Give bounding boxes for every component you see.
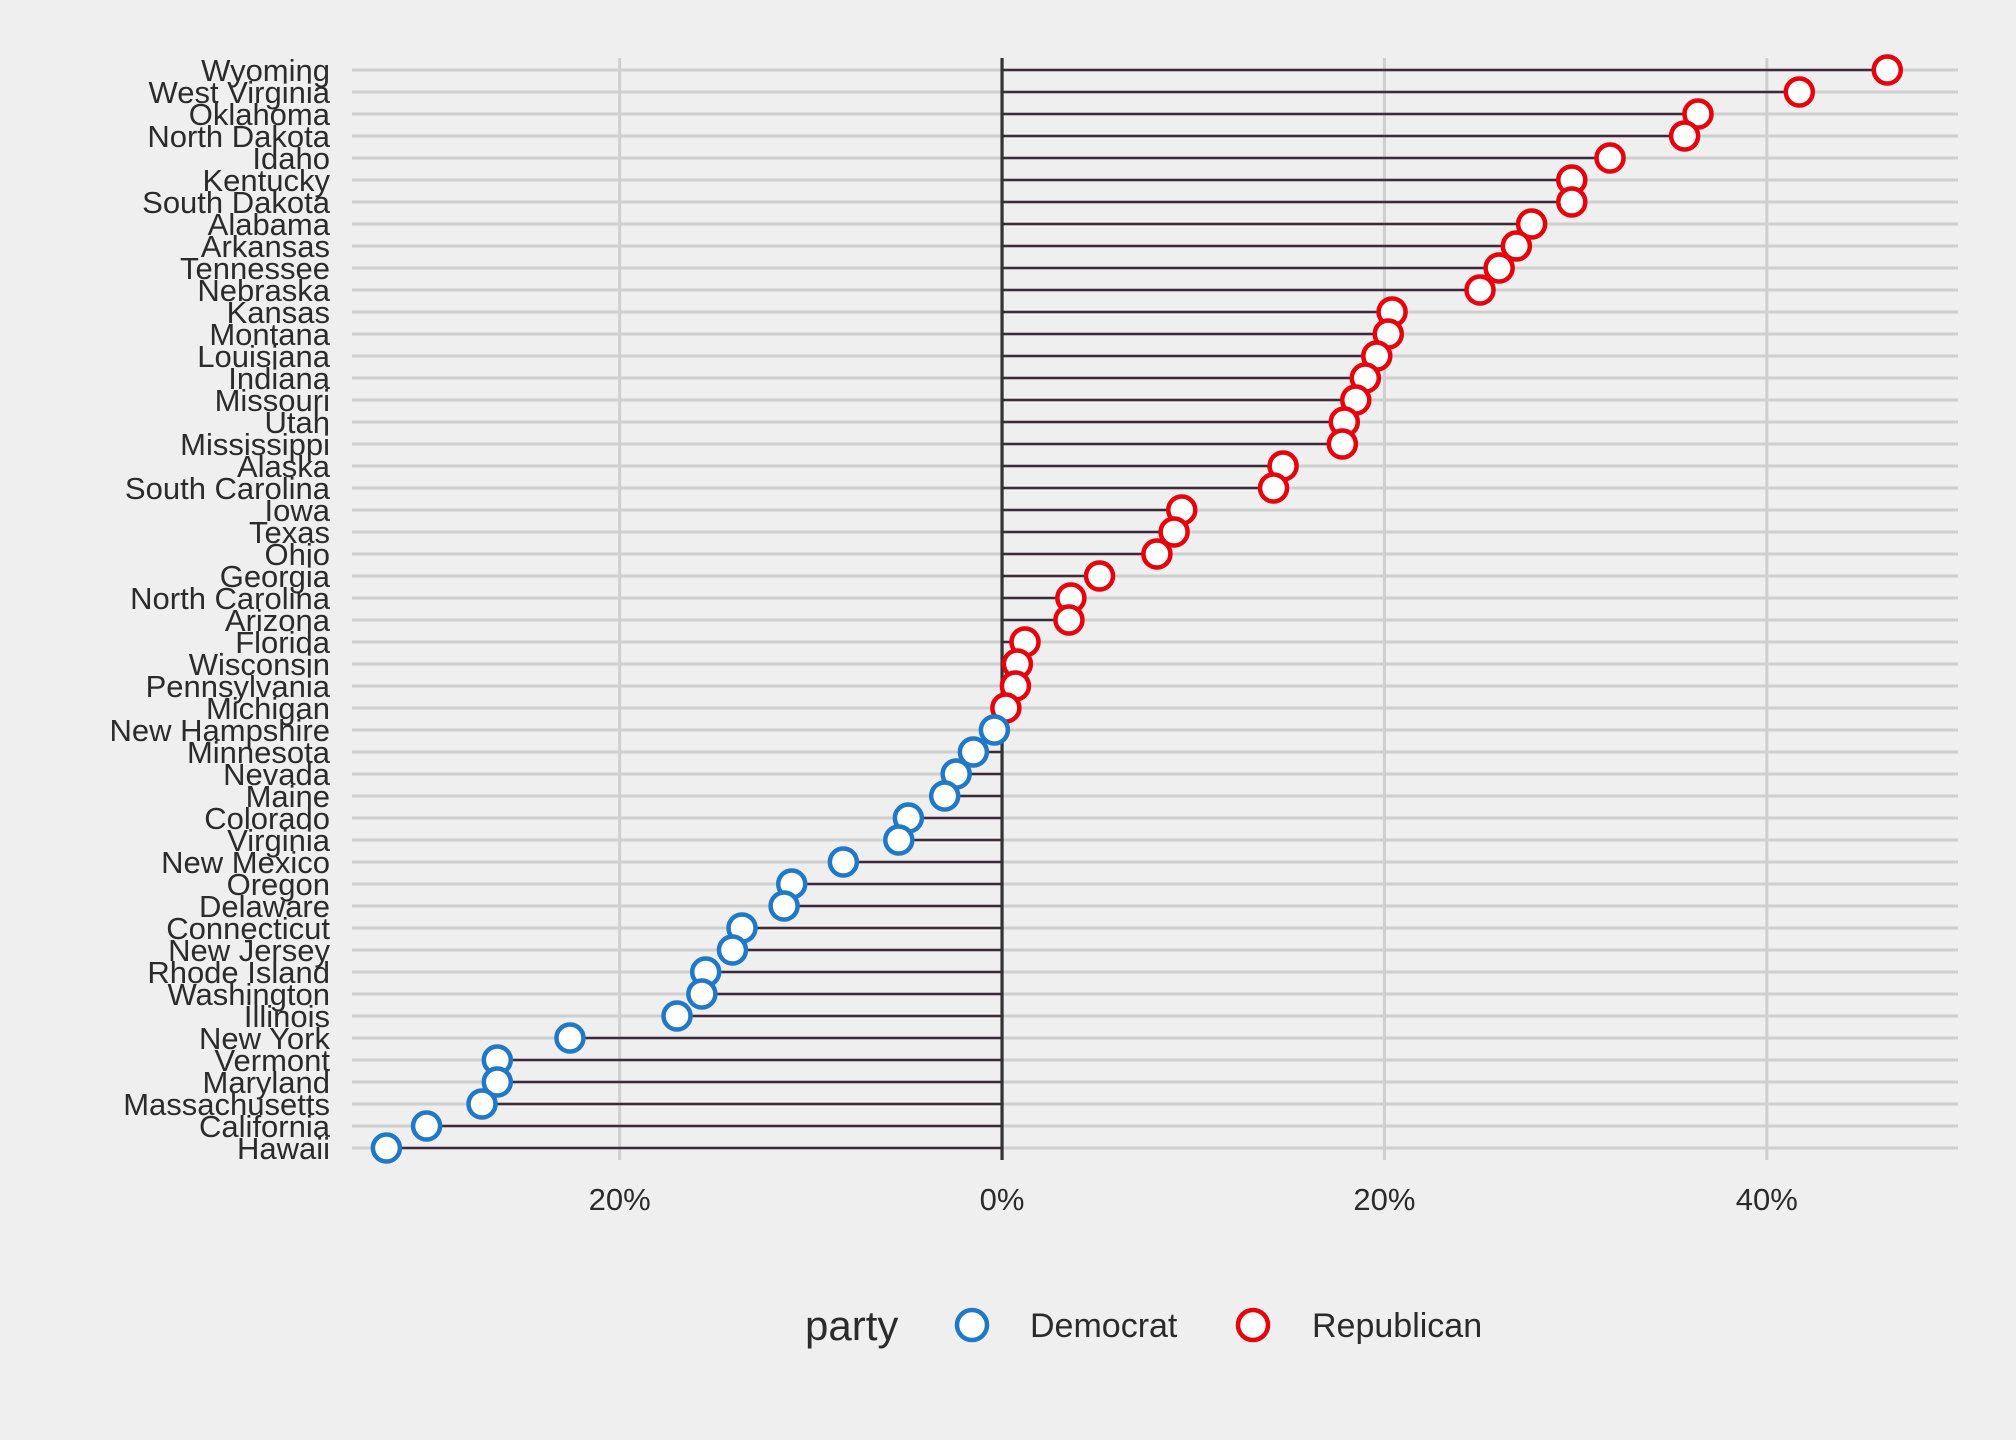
state-label-oregon: Oregon	[227, 867, 330, 902]
point-massachusetts	[466, 1088, 498, 1120]
state-label-vermont: Vermont	[215, 1043, 331, 1078]
point-south-carolina	[1257, 472, 1290, 504]
state-label-oklahoma: Oklahoma	[189, 97, 331, 132]
state-label-arizona: Arizona	[225, 603, 331, 638]
point-new-york	[554, 1022, 586, 1054]
point-south-dakota	[1556, 186, 1588, 218]
x-tick-label: 20%	[589, 1182, 651, 1217]
state-label-virginia: Virginia	[227, 823, 331, 858]
state-label-illinois: Illinois	[244, 999, 330, 1034]
point-delaware	[768, 890, 800, 922]
state-label-new-mexico: New Mexico	[161, 845, 330, 880]
x-tick-label: 0%	[980, 1182, 1025, 1217]
state-label-alabama: Alabama	[208, 207, 331, 242]
point-california	[410, 1110, 443, 1142]
state-label-texas: Texas	[249, 515, 330, 550]
point-north-dakota	[1668, 120, 1701, 152]
point-hawaii	[370, 1132, 403, 1164]
point-ohio	[1141, 538, 1173, 570]
state-label-mississippi: Mississippi	[180, 427, 330, 462]
legend-democrat-marker	[954, 1307, 990, 1343]
point-nebraska	[1464, 274, 1496, 306]
state-label-nebraska: Nebraska	[197, 273, 330, 308]
state-label-alaska: Alaska	[237, 449, 331, 484]
state-label-new-jersey: New Jersey	[168, 933, 330, 968]
point-alabama	[1515, 208, 1548, 240]
point-virginia	[883, 824, 915, 856]
state-label-wyoming: Wyoming	[201, 53, 330, 88]
point-maine	[928, 780, 961, 812]
state-label-rhode-island: Rhode Island	[147, 955, 330, 990]
point-maryland	[481, 1066, 514, 1098]
state-label-nevada: Nevada	[223, 757, 331, 792]
state-label-hawaii: Hawaii	[237, 1131, 330, 1166]
state-label-connecticut: Connecticut	[166, 911, 330, 946]
state-label-new-hampshire: New Hampshire	[109, 713, 330, 748]
state-label-maryland: Maryland	[203, 1065, 331, 1100]
legend-republican-marker	[1235, 1307, 1271, 1343]
state-label-north-dakota: North Dakota	[147, 119, 330, 154]
state-label-kansas: Kansas	[227, 295, 330, 330]
point-minnesota	[957, 736, 990, 768]
point-new-hampshire	[978, 714, 1011, 746]
state-label-georgia: Georgia	[220, 559, 331, 594]
point-texas	[1158, 516, 1190, 548]
point-arkansas	[1500, 230, 1533, 262]
point-idaho	[1594, 142, 1626, 174]
state-label-arkansas: Arkansas	[201, 229, 330, 264]
state-label-michigan: Michigan	[206, 691, 330, 726]
state-label-missouri: Missouri	[215, 383, 330, 418]
state-label-kentucky: Kentucky	[202, 163, 330, 198]
legend-title: party	[805, 1302, 898, 1349]
state-label-tennessee: Tennessee	[180, 251, 330, 286]
state-label-ohio: Ohio	[265, 537, 330, 572]
x-axis-ticks: 20% 0% 20% 40%	[589, 1182, 1798, 1217]
legend: party Democrat Republican	[805, 1302, 1482, 1349]
point-illinois	[661, 1000, 693, 1032]
state-label-indiana: Indiana	[228, 361, 330, 396]
state-label-south-dakota: South Dakota	[142, 185, 331, 220]
legend-democrat-label: Democrat	[1030, 1307, 1178, 1345]
point-georgia	[1083, 560, 1116, 592]
point-new-mexico	[827, 846, 860, 878]
state-label-washington: Washington	[167, 977, 330, 1012]
state-label-north-carolina: North Carolina	[130, 581, 331, 616]
state-label-utah: Utah	[265, 405, 330, 440]
point-mississippi	[1326, 428, 1359, 460]
state-label-maine: Maine	[246, 779, 330, 814]
state-label-west-virginia: West Virginia	[149, 75, 331, 110]
point-west-virginia	[1783, 76, 1816, 108]
state-label-iowa: Iowa	[265, 493, 331, 528]
state-label-minnesota: Minnesota	[187, 735, 331, 770]
state-label-louisiana: Louisiana	[197, 339, 330, 374]
point-tennessee	[1483, 252, 1515, 284]
state-label-california: California	[199, 1109, 331, 1144]
point-oklahoma	[1682, 98, 1714, 130]
legend-republican-label: Republican	[1312, 1307, 1482, 1345]
state-label-colorado: Colorado	[204, 801, 330, 836]
point-wyoming	[1871, 54, 1904, 86]
point-washington	[686, 978, 718, 1010]
lollipop-segments	[386, 68, 1888, 1150]
state-label-florida: Florida	[235, 625, 331, 660]
data-points	[370, 54, 1904, 1164]
point-arizona	[1053, 604, 1085, 636]
state-label-new-york: New York	[199, 1021, 330, 1056]
state-label-wisconsin: Wisconsin	[189, 647, 330, 682]
point-new-jersey	[716, 934, 749, 966]
state-label-massachusetts: Massachusetts	[123, 1087, 330, 1122]
state-label-idaho: Idaho	[252, 141, 330, 176]
state-label-delaware: Delaware	[199, 889, 330, 924]
x-tick-label: 20%	[1353, 1182, 1415, 1217]
state-label-montana: Montana	[209, 317, 330, 352]
state-label-pennsylvania: Pennsylvania	[146, 669, 331, 704]
state-label-south-carolina: South Carolina	[125, 471, 331, 506]
x-tick-label: 40%	[1736, 1182, 1798, 1217]
